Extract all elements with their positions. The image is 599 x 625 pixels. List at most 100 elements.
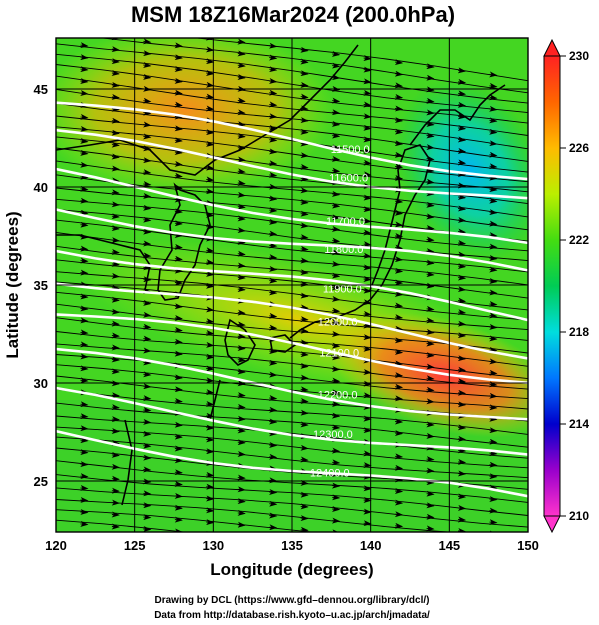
wind-arrow (143, 121, 152, 128)
lat-tick-label: 40 (34, 180, 48, 195)
wind-arrow (457, 113, 467, 120)
wind-arrow (143, 359, 152, 366)
wind-arrow (111, 356, 120, 363)
wind-arrow (489, 174, 498, 181)
wind-arrow (111, 165, 120, 172)
wind-arrow (300, 304, 309, 311)
wind-arrow (80, 449, 89, 456)
wind-arrow (457, 228, 467, 235)
wind-arrow (111, 404, 120, 411)
wind-arrow (394, 256, 404, 263)
wind-arrow (300, 339, 309, 346)
colorbar-top-arrow (543, 38, 561, 57)
lat-tick-label: 25 (34, 474, 48, 489)
wind-arrow (205, 70, 215, 76)
wind-arrow (80, 269, 89, 276)
wind-arrow (426, 144, 435, 151)
wind-arrow (143, 264, 152, 271)
wind-arrow (457, 458, 467, 465)
wind-arrow (458, 577, 465, 578)
wind-arrow (111, 93, 120, 100)
wind-arrow (237, 333, 246, 340)
wind-arrow (300, 421, 309, 428)
wind-arrow (457, 378, 467, 385)
wind-arrow (237, 250, 246, 257)
wind-arrow (364, 558, 371, 559)
colorbar-tick-label: 214 (569, 417, 589, 431)
wind-arrow (206, 306, 215, 313)
lon-tick-label: 130 (202, 538, 224, 553)
wind-arrow (426, 201, 435, 208)
wind-arrow (174, 338, 183, 345)
wind-arrow (363, 113, 372, 120)
wind-arrow (80, 90, 89, 96)
wind-arrow (269, 265, 278, 272)
wind-arrow (269, 230, 278, 237)
wind-arrow (363, 369, 372, 375)
wind-arrow (206, 330, 215, 336)
wind-arrow (363, 217, 372, 224)
wind-arrow (331, 377, 341, 384)
wind-arrow (300, 46, 309, 53)
wind-arrow (489, 301, 498, 307)
wind-arrow (489, 278, 498, 284)
wind-arrow (363, 403, 372, 410)
wind-arrow (143, 228, 152, 235)
wind-arrow (80, 317, 89, 324)
wind-arrow (111, 320, 120, 327)
wind-arrow (426, 155, 435, 162)
wind-arrow (394, 82, 404, 89)
wind-arrow (489, 335, 498, 342)
wind-arrow (457, 504, 467, 511)
wind-arrow (81, 33, 88, 34)
wind-arrow (395, 572, 402, 573)
wind-arrow (300, 117, 309, 124)
wind-arrow (80, 113, 89, 120)
wind-arrow (363, 462, 372, 469)
wind-arrow (457, 170, 467, 177)
wind-arrow (457, 101, 467, 108)
wind-arrow (80, 473, 89, 480)
wind-arrow (457, 136, 467, 143)
wind-arrow (489, 128, 498, 135)
wind-arrow (394, 337, 404, 344)
wind-arrow (111, 451, 120, 458)
wind-arrow (269, 418, 278, 425)
lat-lon-grid (56, 38, 528, 532)
wind-arrow (300, 456, 309, 463)
wind-arrow (457, 355, 467, 362)
wind-arrow (206, 471, 215, 478)
wind-arrow (174, 469, 183, 476)
wind-arrow (457, 147, 467, 154)
wind-arrow (457, 493, 467, 500)
wind-arrow (300, 491, 309, 498)
wind-arrow (363, 194, 372, 201)
wind-arrow (111, 511, 120, 518)
wind-arrow (490, 591, 497, 592)
wind-arrow (300, 374, 309, 381)
wind-arrow (300, 163, 309, 170)
wind-arrow (269, 430, 278, 437)
wind-arrow (143, 29, 150, 30)
wind-arrow (331, 120, 341, 127)
wind-arrow (300, 128, 309, 135)
wind-arrow (205, 93, 215, 100)
wind-arrow (80, 437, 89, 444)
wind-arrow (489, 163, 498, 170)
lon-tick-label: 150 (517, 538, 539, 553)
wind-arrow (331, 272, 341, 279)
wind-arrow (80, 197, 89, 204)
wind-arrow (237, 498, 246, 505)
wind-arrow (363, 473, 372, 480)
wind-arrow (300, 409, 309, 416)
wind-arrow (394, 59, 404, 66)
wind-arrow (237, 486, 246, 493)
wind-arrow (489, 186, 498, 193)
wind-arrow (300, 199, 309, 205)
wind-arrow (206, 365, 215, 372)
wind-arrow (331, 144, 341, 151)
wind-arrow (426, 305, 435, 312)
wind-arrow (206, 188, 215, 195)
map-plot-area: 11500.0 11600.0 11700.0 11800.0 11900.0 12000… (56, 29, 528, 592)
wind-arrow (206, 436, 215, 443)
